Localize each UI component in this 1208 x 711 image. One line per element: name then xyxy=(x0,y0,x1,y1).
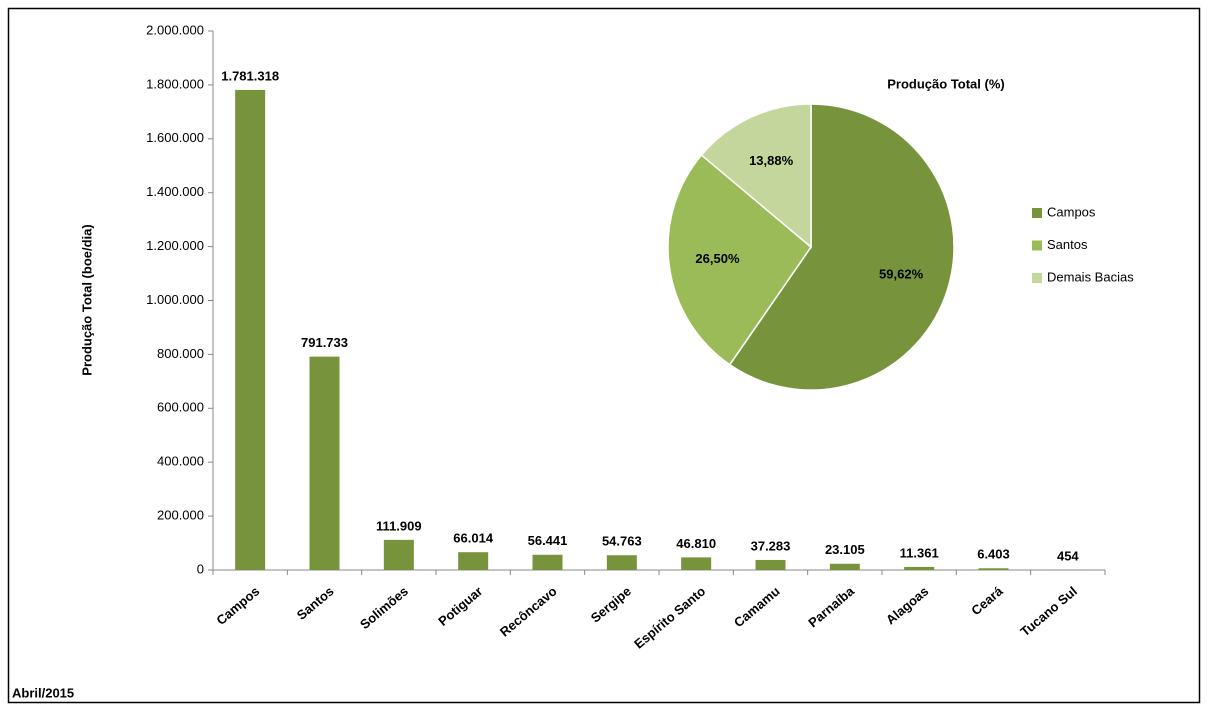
bar xyxy=(681,557,712,570)
pie-label: 26,50% xyxy=(695,251,740,266)
bar xyxy=(532,554,563,570)
value-label: 37.283 xyxy=(751,538,791,553)
value-label: 56.441 xyxy=(528,533,568,548)
pie-slice xyxy=(728,103,955,391)
pie-slice xyxy=(667,153,813,366)
bar xyxy=(458,552,489,570)
legend-label: Demais Bacias xyxy=(1047,269,1134,284)
bar xyxy=(309,356,340,570)
legend-label: Campos xyxy=(1047,204,1096,219)
value-label: 1.781.318 xyxy=(221,68,279,83)
value-label: 11.361 xyxy=(900,545,939,560)
y-tick-label: 1.800.000 xyxy=(146,76,204,91)
bar xyxy=(235,89,266,570)
y-tick-label: 400.000 xyxy=(157,454,204,469)
value-label: 6.403 xyxy=(977,547,1010,562)
pie-title: Produção Total (%) xyxy=(887,76,1004,91)
frame xyxy=(7,7,1201,704)
bar xyxy=(904,566,935,570)
y-tick-label: 1.000.000 xyxy=(146,292,204,307)
y-tick-label: 800.000 xyxy=(157,346,204,361)
y-tick-label: 1.200.000 xyxy=(146,238,204,253)
legend-label: Santos xyxy=(1047,237,1088,252)
y-tick-label: 1.400.000 xyxy=(146,184,204,199)
y-tick-label: 1.600.000 xyxy=(146,130,204,145)
value-label: 111.909 xyxy=(376,518,422,533)
value-label: 23.105 xyxy=(825,542,865,557)
bar xyxy=(383,539,414,570)
legend-swatch xyxy=(1032,208,1042,218)
bar xyxy=(755,559,786,570)
y-tick-label: 2.000.000 xyxy=(146,22,204,37)
value-label: 54.763 xyxy=(602,534,642,549)
value-label: 791.733 xyxy=(301,335,348,350)
legend-swatch xyxy=(1032,273,1042,283)
pie-label: 13,88% xyxy=(749,153,794,168)
y-tick-label: 600.000 xyxy=(157,400,204,415)
y-tick-label: 0 xyxy=(197,561,204,576)
bar xyxy=(606,555,637,570)
annotation: Abril/2015 xyxy=(12,685,74,700)
value-label: 454 xyxy=(1057,548,1079,563)
bar xyxy=(978,568,1009,570)
value-label: 66.014 xyxy=(453,531,494,546)
value-label: 46.810 xyxy=(676,536,716,551)
pie-label: 59,62% xyxy=(879,267,924,282)
y-tick-label: 200.000 xyxy=(157,508,204,523)
legend-swatch xyxy=(1032,240,1042,251)
bar xyxy=(829,563,860,570)
pie-slice xyxy=(700,103,812,249)
y-axis-title: Produção Total (boe/dia) xyxy=(79,224,94,375)
